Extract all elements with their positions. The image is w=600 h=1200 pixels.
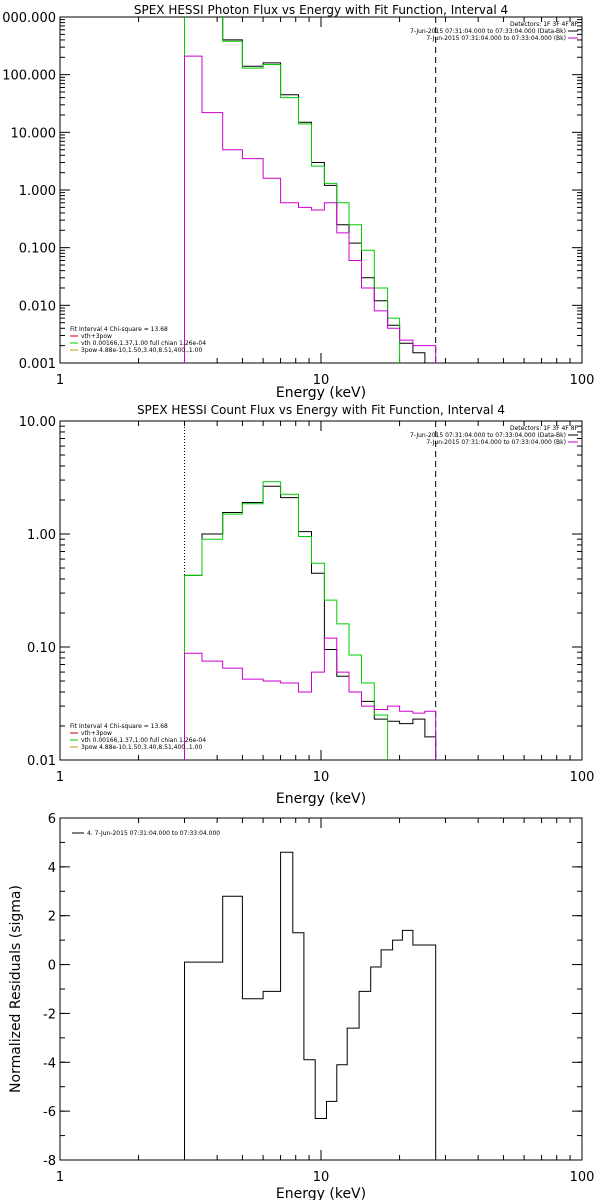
chart-title: SPEX HESSI Photon Flux vs Energy with Fi… (134, 3, 508, 17)
series-fit-line (184, 17, 437, 363)
x-tick-label: 10 (313, 373, 330, 388)
x-tick-label: 1 (56, 373, 64, 388)
x-axis-label: Energy (keV) (276, 385, 366, 401)
y-tick-label: 000.000 (2, 11, 56, 26)
series-bk-line (184, 55, 437, 363)
x-tick-label: 100 (570, 1170, 595, 1185)
y-tick-label: 10.00 (19, 415, 56, 430)
x-tick-label: 1 (56, 770, 64, 785)
x-tick-label: 1 (56, 1170, 64, 1185)
x-tick-label: 100 (570, 770, 595, 785)
plot-frame (59, 420, 583, 761)
y-tick-label: 0 (48, 959, 56, 974)
y-tick-label: 0.001 (19, 357, 56, 372)
fit-legend-label: vth 0.00166,1.37,1.00 full chian 1.26e-0… (81, 737, 206, 744)
y-axis-label: Normalized Residuals (sigma) (8, 885, 24, 1093)
legend-entry-label: 7-Jun-2015 07:31:04.000 to 07:33:04.000 … (426, 439, 566, 446)
y-tick-label: 0.01 (27, 754, 56, 769)
y-tick-label: -8 (43, 1154, 56, 1169)
y-tick-label: 4 (48, 861, 56, 876)
x-tick-label: 10 (313, 1170, 330, 1185)
y-tick-label: 100.000 (2, 69, 56, 84)
fit-legend-label: 3pow 4.88e-10,1.50,3.40,8.51,400.,1.00 (81, 347, 202, 354)
legend-header: Detectors: 1F 3F 4F 8F (510, 425, 579, 432)
y-tick-label: 1.000 (19, 184, 56, 199)
series-data-bk-line (184, 485, 437, 760)
panel-count-flux: SPEX HESSI Count Flux vs Energy with Fit… (19, 403, 595, 807)
x-tick-label: 100 (570, 373, 595, 388)
legend-entry-label: 7-Jun-2015 07:31:04.000 to 07:33:04.000 … (410, 432, 566, 439)
chart-title: SPEX HESSI Count Flux vs Energy with Fit… (137, 403, 505, 417)
plot-frame (59, 16, 583, 364)
y-tick-label: 0.100 (19, 242, 56, 257)
y-tick-label: 2 (48, 910, 56, 925)
fit-legend-label: 3pow 4.88e-10,1.50,3.40,8.51,400.,1.00 (81, 744, 202, 751)
fit-legend-label: vth+3pow (81, 730, 112, 737)
legend-entry-label: 7-Jun-2015 07:31:04.000 to 07:33:04.000 … (410, 28, 566, 35)
y-tick-label: 10.000 (11, 126, 57, 141)
fit-legend-label: vth 0.00166,1.37,1.00 full chian 1.26e-0… (81, 340, 206, 347)
series-bk-line (184, 637, 437, 760)
y-tick-label: 0.010 (19, 299, 56, 314)
x-axis-label: Energy (keV) (276, 1186, 366, 1200)
y-tick-label: 6 (48, 812, 56, 827)
series-data-bk-line (184, 17, 436, 363)
fit-legend-header: Fit Interval 4 Chi-square = 13.68 (70, 723, 168, 730)
y-tick-label: -2 (43, 1007, 56, 1022)
legend-header: Detectors: 1F 3F 4F 8F (510, 21, 579, 28)
fit-legend-header: Fit Interval 4 Chi-square = 13.68 (70, 326, 168, 333)
panel-residuals: Energy (keV) Normalized Residuals (sigma)… (8, 812, 594, 1200)
y-tick-label: -6 (43, 1105, 56, 1120)
series-residuals-line (184, 851, 437, 1160)
plot-frame (59, 817, 583, 1161)
y-tick-label: -4 (43, 1056, 56, 1071)
y-tick-label: 1.00 (27, 528, 56, 543)
y-tick-label: 0.10 (27, 641, 56, 656)
legend-entry-label: 7-Jun-2015 07:31:04.000 to 07:33:04.000 … (426, 35, 566, 42)
x-tick-label: 10 (313, 770, 330, 785)
fit-legend-label: vth+3pow (81, 333, 112, 340)
legend-label: 4. 7-Jun-2015 07:31:04.000 to 07:33:04.0… (87, 830, 220, 837)
x-axis-label: Energy (keV) (276, 791, 366, 807)
panel-photon-flux: SPEX HESSI Photon Flux vs Energy with Fi… (2, 3, 595, 401)
series-fit-line (184, 481, 437, 760)
